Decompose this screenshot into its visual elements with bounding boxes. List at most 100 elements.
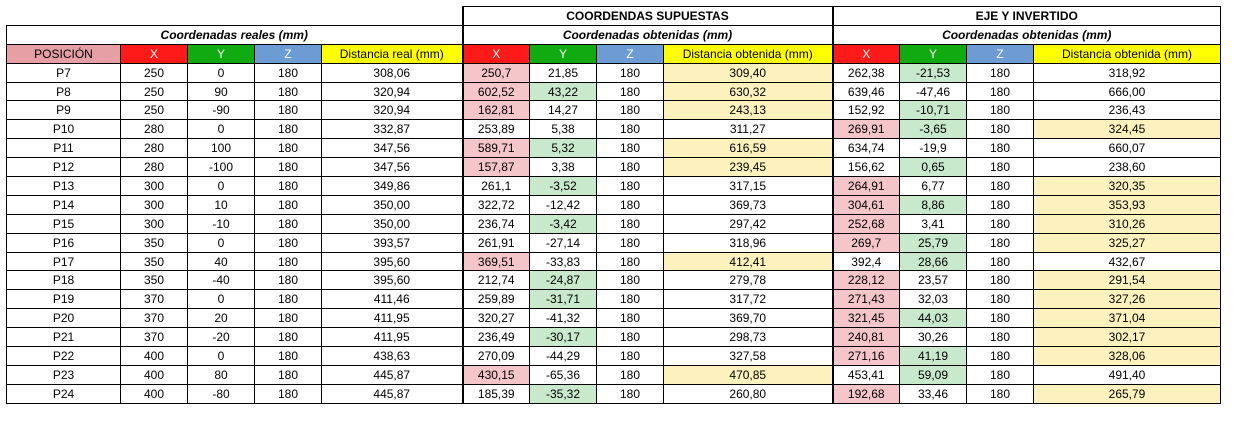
cell-distancia-real[interactable]: 445,87 [321,383,463,404]
cell-posicion[interactable]: P23 [6,364,121,385]
cell-y-invertido[interactable]: 32,03 [899,289,967,310]
cell-posicion[interactable]: P24 [6,383,121,404]
cell-x-supuesta[interactable]: 369,51 [461,251,530,272]
section-title-supuestas[interactable]: COORDENDAS SUPUESTAS [461,6,833,26]
cell-x-invertido[interactable]: 262,38 [831,62,900,83]
cell-distancia-invertido[interactable]: 666,00 [1033,81,1221,102]
cell-z-real[interactable]: 180 [254,346,322,366]
cell-distancia-supuesta[interactable]: 616,59 [663,138,833,159]
cell-z-invertido[interactable]: 180 [966,176,1034,196]
cell-posicion[interactable]: P16 [6,232,121,253]
cell-x-real[interactable]: 370 [120,327,188,348]
cell-distancia-supuesta[interactable]: 317,72 [663,289,833,310]
cell-x-supuesta[interactable]: 253,89 [461,119,530,140]
cell-x-supuesta[interactable]: 261,1 [461,176,530,196]
cell-y-supuesta[interactable]: -24,87 [529,270,597,291]
cell-distancia-real[interactable]: 308,06 [321,62,463,83]
cell-y-real[interactable]: 0 [187,62,255,83]
cell-y-real[interactable]: 100 [187,138,255,159]
cell-z-invertido[interactable]: 180 [966,81,1034,102]
cell-y-supuesta[interactable]: -12,42 [529,194,597,215]
cell-distancia-real[interactable]: 349,86 [321,176,463,196]
cell-z-invertido[interactable]: 180 [966,383,1034,404]
cell-distancia-invertido[interactable]: 236,43 [1033,100,1221,121]
cell-distancia-invertido[interactable]: 328,06 [1033,346,1221,366]
cell-posicion[interactable]: P17 [6,251,121,272]
cell-z-supuesta[interactable]: 180 [596,383,664,404]
cell-x-invertido[interactable]: 304,61 [831,194,900,215]
cell-x-real[interactable]: 300 [120,213,188,234]
cell-distancia-invertido[interactable]: 291,54 [1033,270,1221,291]
cell-z-supuesta[interactable]: 180 [596,346,664,366]
cell-z-supuesta[interactable]: 180 [596,289,664,310]
cell-x-real[interactable]: 280 [120,157,188,178]
cell-z-invertido[interactable]: 180 [966,232,1034,253]
col-header-z-real[interactable]: Z [254,43,322,64]
cell-y-supuesta[interactable]: 21,85 [529,62,597,83]
col-header-y-supuesta[interactable]: Y [529,43,597,64]
cell-x-supuesta[interactable]: 259,89 [461,289,530,310]
cell-y-real[interactable]: -20 [187,327,255,348]
col-header-x-supuesta[interactable]: X [461,43,530,64]
cell-distancia-real[interactable]: 350,00 [321,213,463,234]
cell-z-invertido[interactable]: 180 [966,289,1034,310]
cell-distancia-supuesta[interactable]: 327,58 [663,346,833,366]
cell-y-supuesta[interactable]: 5,38 [529,119,597,140]
cell-x-supuesta[interactable]: 320,27 [461,308,530,329]
cell-distancia-invertido[interactable]: 310,26 [1033,213,1221,234]
cell-distancia-real[interactable]: 411,95 [321,308,463,329]
cell-y-real[interactable]: 90 [187,81,255,102]
cell-posicion[interactable]: P21 [6,327,121,348]
cell-distancia-real[interactable]: 411,95 [321,327,463,348]
cell-y-real[interactable]: -100 [187,157,255,178]
cell-z-real[interactable]: 180 [254,232,322,253]
cell-y-invertido[interactable]: 23,57 [899,270,967,291]
cell-distancia-real[interactable]: 393,57 [321,232,463,253]
cell-distancia-real[interactable]: 438,63 [321,346,463,366]
cell-x-real[interactable]: 250 [120,62,188,83]
cell-posicion[interactable]: P10 [6,119,121,140]
cell-y-real[interactable]: -90 [187,100,255,121]
cell-z-real[interactable]: 180 [254,289,322,310]
cell-x-invertido[interactable]: 240,81 [831,327,900,348]
cell-x-invertido[interactable]: 269,91 [831,119,900,140]
cell-x-real[interactable]: 350 [120,270,188,291]
cell-z-supuesta[interactable]: 180 [596,251,664,272]
cell-x-invertido[interactable]: 228,12 [831,270,900,291]
cell-z-invertido[interactable]: 180 [966,364,1034,385]
cell-z-supuesta[interactable]: 180 [596,176,664,196]
cell-y-invertido[interactable]: 44,03 [899,308,967,329]
cell-distancia-invertido[interactable]: 265,79 [1033,383,1221,404]
obtenidas-title[interactable]: Coordenadas obtenidas (mm) [461,24,833,45]
cell-z-supuesta[interactable]: 180 [596,364,664,385]
cell-z-invertido[interactable]: 180 [966,194,1034,215]
cell-distancia-invertido[interactable]: 432,67 [1033,251,1221,272]
cell-y-supuesta[interactable]: -33,83 [529,251,597,272]
cell-x-real[interactable]: 250 [120,100,188,121]
cell-x-invertido[interactable]: 392,4 [831,251,900,272]
cell-z-supuesta[interactable]: 180 [596,100,664,121]
cell-x-supuesta[interactable]: 261,91 [461,232,530,253]
cell-posicion[interactable]: P22 [6,346,121,366]
cell-y-invertido[interactable]: 28,66 [899,251,967,272]
cell-z-invertido[interactable]: 180 [966,157,1034,178]
cell-distancia-real[interactable]: 395,60 [321,270,463,291]
cell-x-real[interactable]: 400 [120,364,188,385]
cell-distancia-supuesta[interactable]: 279,78 [663,270,833,291]
cell-y-real[interactable]: 10 [187,194,255,215]
cell-z-real[interactable]: 180 [254,213,322,234]
cell-distancia-supuesta[interactable]: 369,70 [663,308,833,329]
cell-x-invertido[interactable]: 269,7 [831,232,900,253]
cell-x-supuesta[interactable]: 322,72 [461,194,530,215]
reales-title[interactable]: Coordenadas reales (mm) [6,24,463,45]
col-header-y-invertido[interactable]: Y [899,43,967,64]
cell-distancia-invertido[interactable]: 302,17 [1033,327,1221,348]
cell-x-invertido[interactable]: 271,43 [831,289,900,310]
col-header-z-supuesta[interactable]: Z [596,43,664,64]
cell-y-real[interactable]: 40 [187,251,255,272]
cell-x-supuesta[interactable]: 236,49 [461,327,530,348]
cell-z-real[interactable]: 180 [254,194,322,215]
cell-y-real[interactable]: -80 [187,383,255,404]
cell-distancia-real[interactable]: 350,00 [321,194,463,215]
cell-z-invertido[interactable]: 180 [966,100,1034,121]
